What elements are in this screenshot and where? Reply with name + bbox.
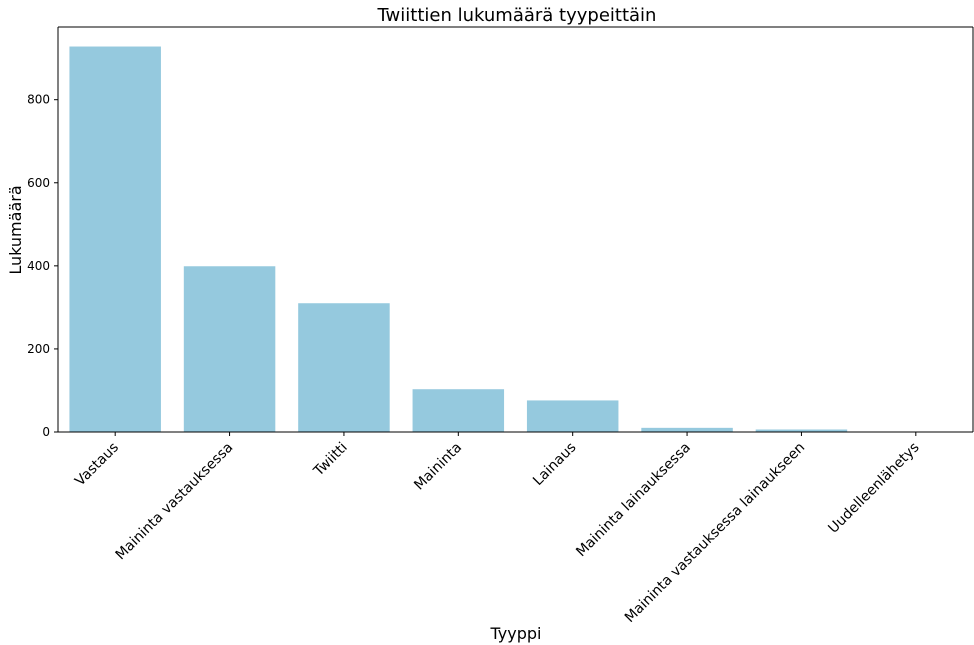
- x-tick-label: Uudelleenlähetys: [825, 440, 922, 537]
- y-tick-label: 600: [27, 176, 50, 190]
- x-tick-label: Maininta lainauksessa: [573, 440, 694, 561]
- x-tick-label: Twiitti: [310, 440, 351, 481]
- y-tick-label: 200: [27, 342, 50, 356]
- y-axis: 0 200 400 600 800: [27, 27, 974, 439]
- x-tick-label: Maininta: [411, 440, 465, 494]
- y-tick-label: 800: [27, 93, 50, 107]
- x-tick-label: Lainaus: [530, 440, 579, 489]
- bar-3: [298, 303, 390, 432]
- y-tick-label: 400: [27, 259, 50, 273]
- x-tick-label: Maininta vastauksessa lainaukseen: [622, 440, 808, 626]
- bar-1: [69, 46, 161, 433]
- bar-7: [755, 429, 848, 432]
- x-tick-label: Maininta vastauksessa: [113, 440, 237, 564]
- bar-5: [526, 400, 619, 432]
- chart-title: Twiittien lukumäärä tyypeittäin: [377, 5, 657, 26]
- x-axis-label: Tyyppi: [490, 624, 542, 643]
- bar-6: [641, 427, 733, 432]
- y-tick-label: 0: [42, 425, 50, 439]
- x-tick-label: Vastaus: [72, 440, 122, 490]
- bars-group: [69, 46, 848, 433]
- bar-4: [412, 389, 505, 432]
- bar-2: [183, 266, 276, 432]
- y-axis-label: Lukumäärä: [6, 185, 25, 274]
